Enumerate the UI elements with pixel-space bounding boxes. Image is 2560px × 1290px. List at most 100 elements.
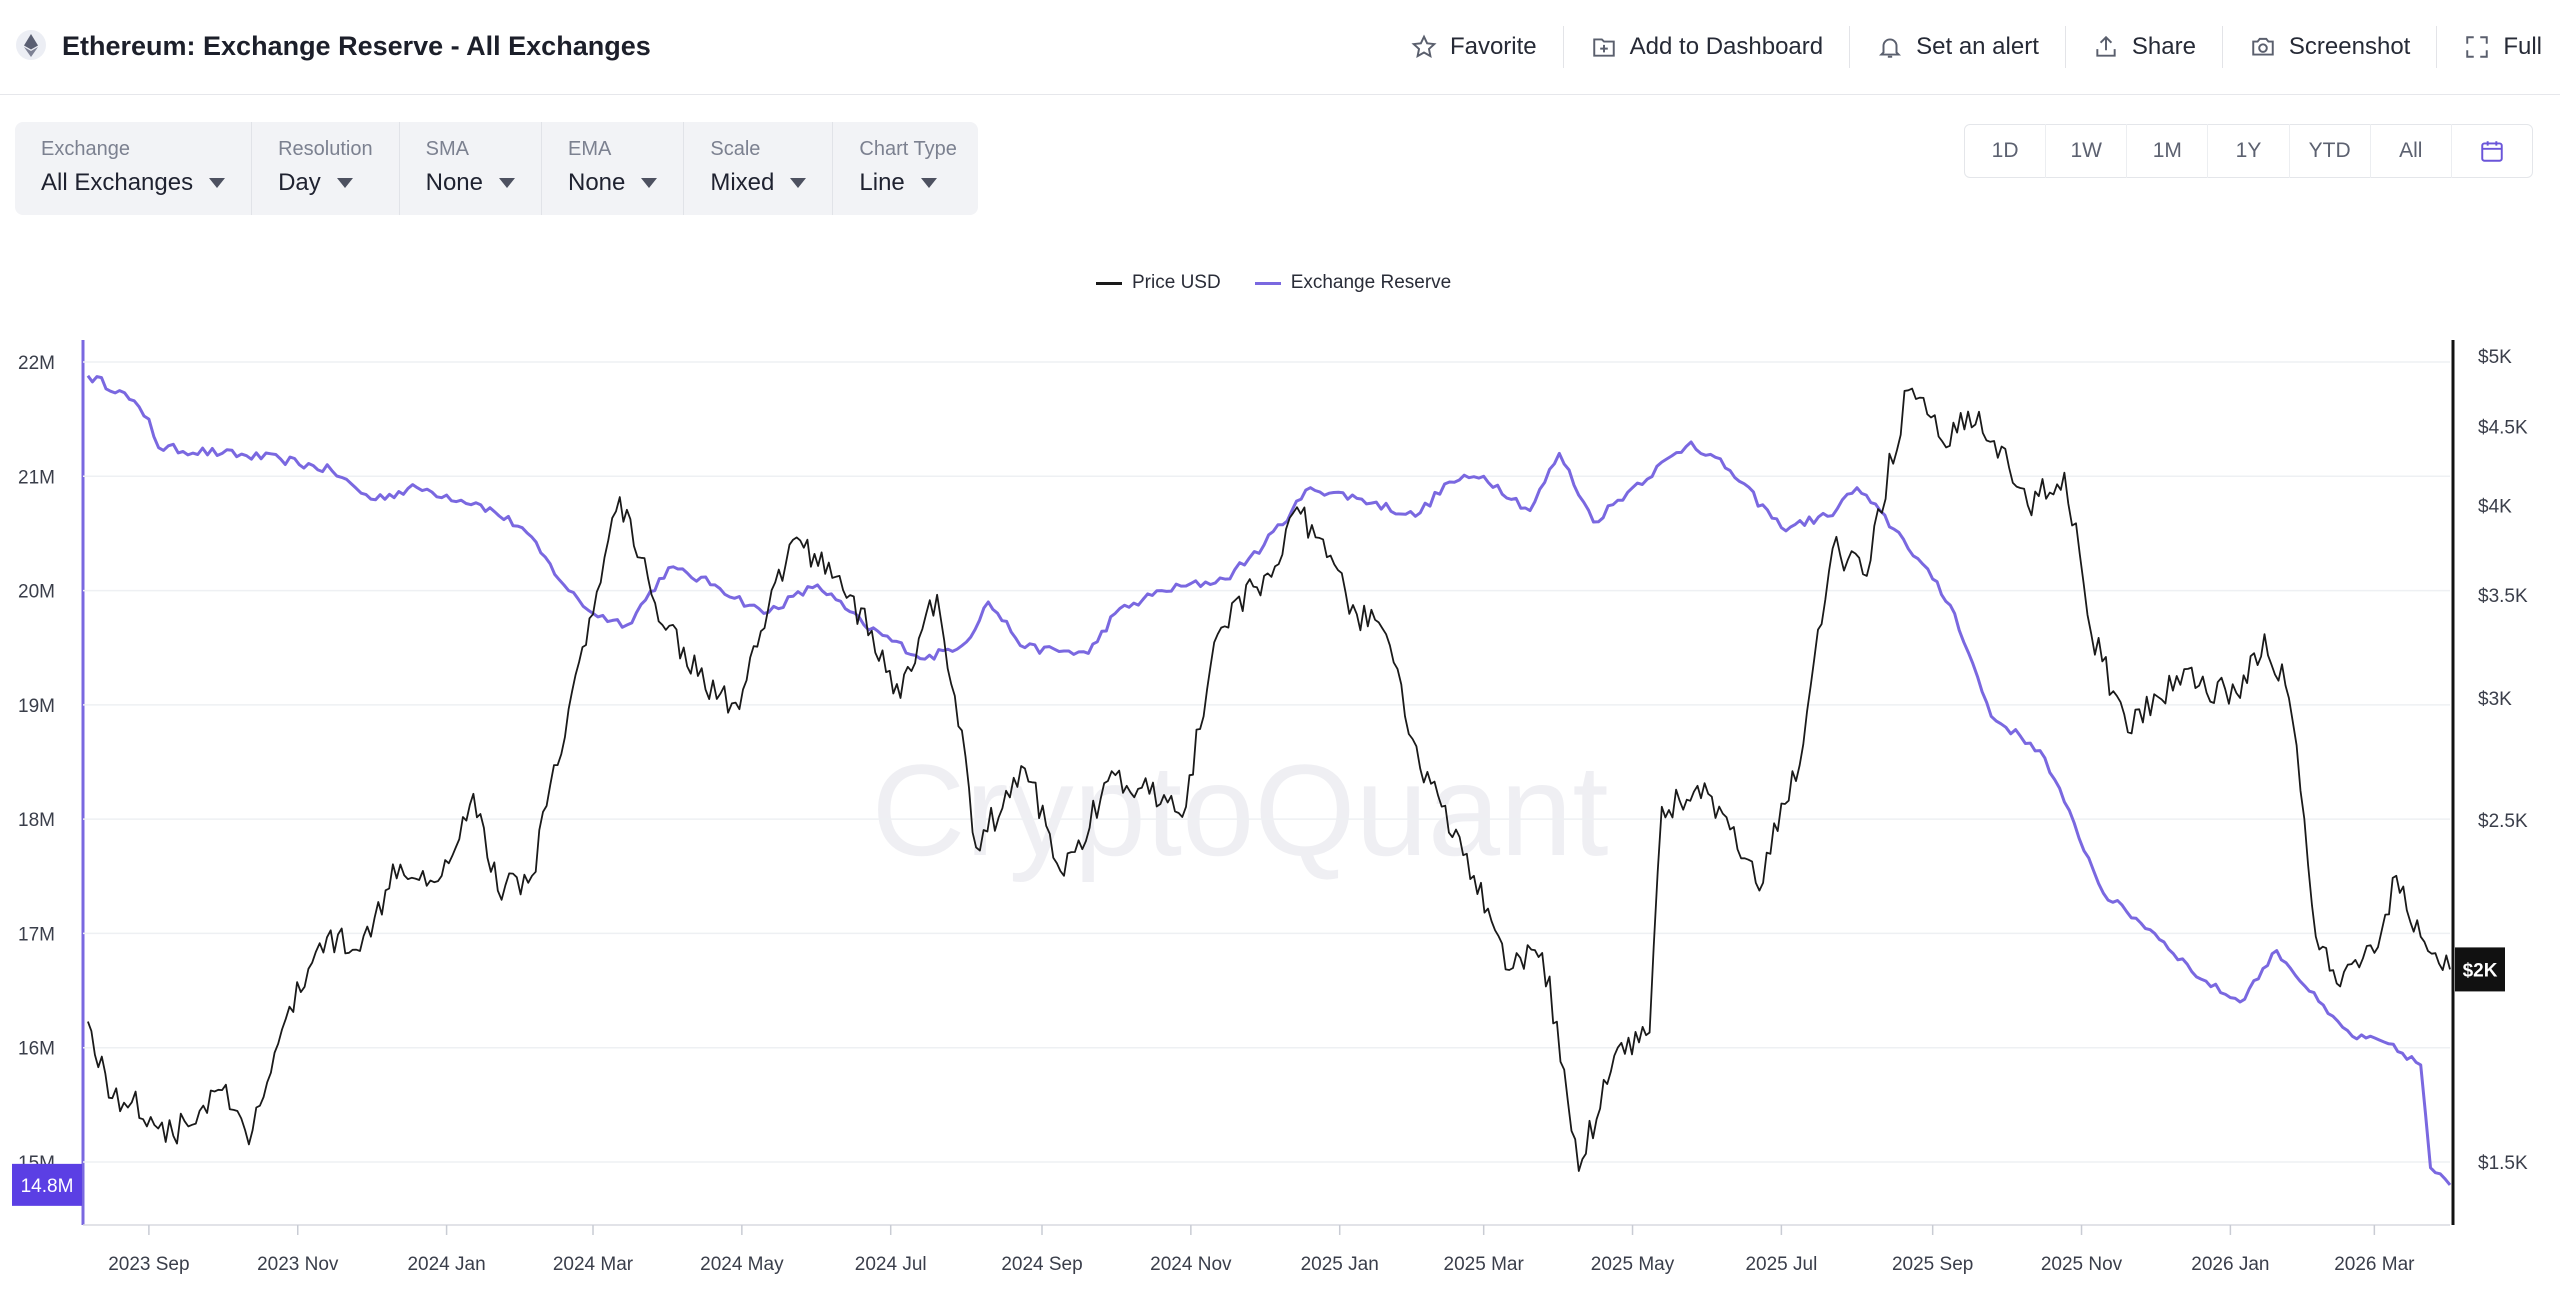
range-1d-button[interactable]: 1D	[1965, 124, 2047, 178]
chevron-down-icon	[641, 178, 658, 188]
bell-icon	[1876, 33, 1904, 61]
range-1m-button[interactable]: 1M	[2127, 124, 2209, 178]
reserve-current-badge	[12, 1163, 82, 1206]
left-tick-label: 19M	[18, 696, 55, 717]
resolution-selected: Day	[278, 169, 321, 196]
x-tick-label: 2025 Jul	[1745, 1254, 1817, 1275]
scale-value[interactable]: Mixed	[710, 169, 807, 197]
left-tick-label: 18M	[18, 810, 55, 831]
chevron-down-icon	[920, 178, 937, 188]
star-icon	[1410, 33, 1438, 61]
x-tick-label: 2026 Mar	[2334, 1254, 2415, 1275]
range-all-button[interactable]: All	[2371, 124, 2452, 178]
right-tick-label: $2.5K	[2478, 811, 2528, 832]
x-tick-label: 2024 Jan	[407, 1254, 485, 1275]
divider	[1562, 26, 1564, 68]
price-current-value: $2K	[2463, 960, 2498, 981]
chart-type-value[interactable]: Line	[859, 169, 956, 197]
left-tick-label: 17M	[18, 924, 55, 945]
left-tick-label: 22M	[18, 353, 55, 374]
ethereum-icon	[16, 30, 46, 60]
right-tick-label: $3.5K	[2478, 586, 2528, 607]
left-tick-label: 20M	[18, 582, 55, 603]
favorite-button[interactable]: Favorite	[1384, 26, 1563, 68]
left-tick-label: 16M	[18, 1039, 55, 1060]
scale-selected: Mixed	[710, 169, 775, 196]
page-title: Ethereum: Exchange Reserve - All Exchang…	[62, 31, 651, 61]
legend-item-reserve[interactable]: Exchange Reserve	[1254, 272, 1452, 294]
date-picker-button[interactable]	[2452, 124, 2532, 178]
ema-selected: None	[567, 169, 626, 196]
sma-select[interactable]: SMA None	[400, 122, 542, 215]
x-tick-label: 2025 Mar	[1444, 1254, 1525, 1275]
ema-value[interactable]: None	[567, 169, 658, 197]
ema-select[interactable]: EMA None	[542, 122, 685, 215]
chart-type-select[interactable]: Chart Type Line	[833, 122, 982, 215]
range-1w-button[interactable]: 1W	[2046, 124, 2128, 178]
x-tick-label: 2025 Sep	[1892, 1254, 1973, 1275]
legend-label-reserve: Exchange Reserve	[1290, 272, 1452, 293]
chart-type-label: Chart Type	[859, 138, 957, 160]
scale-select[interactable]: Scale Mixed	[684, 122, 834, 215]
chevron-down-icon	[209, 178, 226, 188]
legend-swatch-reserve	[1254, 281, 1281, 285]
fullscreen-icon	[2463, 33, 2491, 61]
sma-value[interactable]: None	[426, 169, 515, 197]
x-tick-label: 2023 Nov	[257, 1254, 339, 1275]
share-icon	[2092, 33, 2120, 61]
chart-type-selected: Line	[859, 169, 905, 196]
calendar-icon	[2481, 141, 2503, 162]
chevron-down-icon	[336, 178, 353, 188]
camera-icon	[2249, 33, 2277, 61]
fullscreen-button[interactable]: Full	[2437, 26, 2542, 68]
divider	[2436, 26, 2438, 68]
reserve-series-line	[86, 374, 2452, 1186]
exchange-select[interactable]: Exchange All Exchanges	[15, 122, 253, 215]
right-tick-label: $4K	[2478, 496, 2512, 517]
scale-label: Scale	[710, 138, 761, 160]
chevron-down-icon	[790, 178, 807, 188]
chevron-down-icon	[498, 178, 515, 188]
resolution-label: Resolution	[278, 138, 373, 160]
x-tick-label: 2023 Sep	[108, 1254, 189, 1275]
resolution-select[interactable]: Resolution Day	[252, 122, 400, 215]
share-button[interactable]: Share	[2066, 26, 2222, 68]
add-to-dashboard-button[interactable]: Add to Dashboard	[1564, 26, 1849, 68]
legend-swatch-price	[1096, 281, 1122, 285]
x-tick-label: 2025 Nov	[2041, 1254, 2123, 1275]
divider	[2064, 26, 2066, 68]
range-1y-button[interactable]: 1Y	[2208, 124, 2290, 178]
screenshot-button[interactable]: Screenshot	[2223, 26, 2436, 68]
time-range-selector: 1D 1W 1M 1Y YTD All	[1964, 124, 2533, 178]
ema-label: EMA	[567, 138, 612, 160]
page-header: Ethereum: Exchange Reserve - All Exchang…	[0, 0, 2560, 95]
reserve-current-value: 14.8M	[21, 1176, 74, 1197]
x-tick-label: 2024 May	[700, 1254, 784, 1275]
watermark-logo: CryptoQuant	[871, 737, 1608, 883]
x-tick-label: 2024 Nov	[1150, 1254, 1232, 1275]
x-tick-label: 2025 Jan	[1301, 1254, 1379, 1275]
price-current-badge	[2455, 947, 2505, 992]
set-alert-button[interactable]: Set an alert	[1850, 26, 2065, 68]
set-alert-label: Set an alert	[1916, 33, 2039, 60]
value-badges: 14.8M $2K	[12, 947, 2505, 1206]
header-actions: Favorite Add to Dashboard Set an alert S…	[1384, 26, 2542, 68]
legend-item-price[interactable]: Price USD	[1096, 272, 1221, 294]
divider	[1849, 26, 1851, 68]
resolution-value[interactable]: Day	[278, 169, 373, 197]
right-tick-label: $4.5K	[2478, 418, 2528, 439]
right-tick-label: $1.5K	[2478, 1153, 2528, 1174]
sma-label: SMA	[425, 138, 469, 160]
divider	[2221, 26, 2223, 68]
price-series-line	[87, 387, 2451, 1172]
sma-selected: None	[425, 169, 483, 196]
exchange-selected: All Exchanges	[41, 169, 194, 196]
right-axis: $5K $4.5K $4K $3.5K $3K $2.5K $1.5K	[2478, 347, 2528, 1174]
right-tick-label: $3K	[2478, 689, 2512, 710]
exchange-value[interactable]: All Exchanges	[41, 169, 226, 197]
x-tick-label: 2025 May	[1591, 1254, 1675, 1275]
exchange-label: Exchange	[41, 138, 130, 160]
range-ytd-button[interactable]: YTD	[2290, 124, 2371, 178]
